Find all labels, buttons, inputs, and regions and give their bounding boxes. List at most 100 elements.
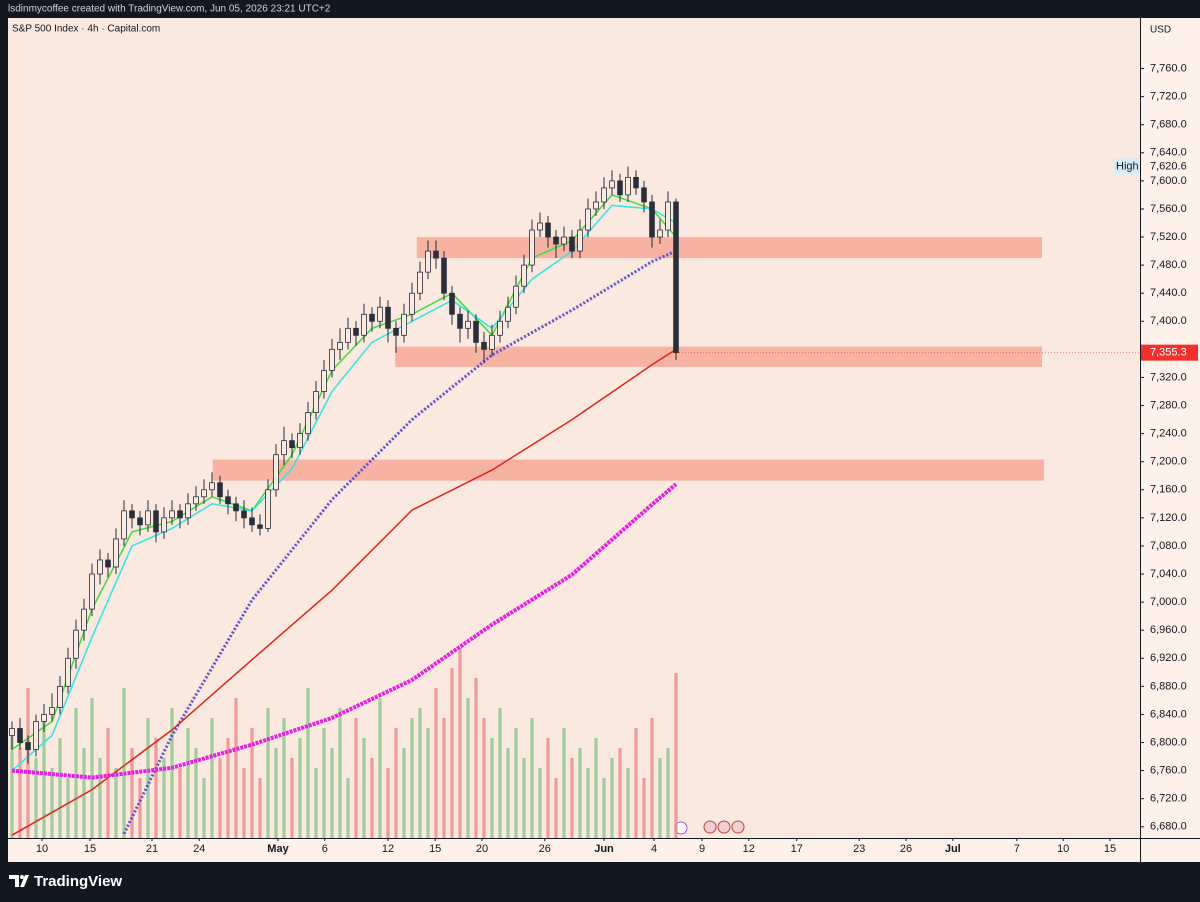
candle-body: [17, 728, 23, 743]
volume-bar: [114, 768, 118, 838]
candle-body: [209, 482, 215, 491]
candle-body: [25, 742, 31, 750]
candle-body: [161, 517, 167, 533]
x-tick-label: 9: [699, 843, 705, 855]
volume-bar: [626, 768, 630, 838]
volume-bar: [634, 728, 638, 838]
candle-body: [345, 327, 351, 343]
brand: TradingView: [34, 873, 122, 890]
candle-body: [553, 236, 559, 245]
high-value: 7,620.6: [1150, 160, 1187, 172]
x-tick-label: 20: [476, 843, 488, 855]
candle-body: [649, 201, 655, 238]
y-tick-label: 7,520.0: [1150, 231, 1187, 243]
volume-bar: [482, 718, 486, 838]
y-tick-label: 7,400.0: [1150, 315, 1187, 327]
volume-bar: [306, 688, 310, 838]
candle-body: [433, 250, 439, 259]
volume-bar: [74, 708, 78, 838]
volume-bar: [210, 718, 214, 838]
plot-area: [8, 18, 1140, 838]
candle-body: [249, 517, 255, 526]
y-tick-label: 6,760.0: [1150, 765, 1187, 777]
x-tick-label: Jun: [594, 843, 614, 855]
candle-body: [169, 510, 175, 519]
volume-bar: [410, 718, 414, 838]
candle-body: [441, 257, 447, 294]
logo: [9, 875, 29, 887]
volume-bar: [234, 698, 238, 838]
x-tick-label: 10: [36, 843, 48, 855]
volume-bar: [90, 698, 94, 838]
candle-body: [497, 320, 503, 336]
volume-bar: [346, 778, 350, 838]
volume-bar: [266, 708, 270, 838]
candle-body: [329, 348, 335, 371]
x-tick-label: Jul: [945, 843, 961, 855]
volume-bar: [578, 748, 582, 838]
candle-body: [105, 559, 111, 568]
x-tick-label: 12: [743, 843, 755, 855]
candle-body: [465, 320, 471, 329]
volume-bar: [42, 718, 46, 838]
y-tick-label: 6,720.0: [1150, 793, 1187, 805]
candle-body: [425, 250, 431, 273]
candle-body: [673, 201, 679, 354]
volume-bar: [82, 748, 86, 838]
volume-bar: [194, 748, 198, 838]
candle-body: [393, 327, 399, 336]
y-tick-label: 7,600.0: [1150, 175, 1187, 187]
volume-bar: [218, 758, 222, 838]
y-tick-label: 7,040.0: [1150, 568, 1187, 580]
volume-bar: [18, 748, 22, 838]
candle-body: [153, 510, 159, 533]
candle-body: [113, 538, 119, 568]
volume-bar: [618, 748, 622, 838]
candle-body: [313, 391, 319, 413]
candle-body: [369, 313, 375, 322]
candle-body: [513, 285, 519, 308]
volume-bar: [106, 728, 110, 838]
y-tick-label: 7,240.0: [1150, 428, 1187, 440]
y-tick-label: 7,280.0: [1150, 399, 1187, 411]
volume-bar: [666, 748, 670, 838]
candle-body: [577, 229, 583, 252]
icon: [731, 820, 745, 834]
candle-body: [409, 292, 415, 315]
volume-bar: [202, 778, 206, 838]
ma-line: [122, 249, 677, 835]
volume-bar: [226, 738, 230, 838]
volume-bar: [418, 708, 422, 838]
x-tick-label: 15: [84, 843, 96, 855]
volume-bar: [338, 708, 342, 838]
header: lsdinmycoffee created with TradingView.c…: [8, 4, 331, 15]
time-axis: [8, 838, 1200, 862]
volume-bar: [298, 738, 302, 838]
candle-body: [585, 208, 591, 231]
candle-body: [601, 187, 607, 203]
x-tick-label: 6: [322, 843, 328, 855]
volume-bar: [474, 678, 478, 838]
volume-bar: [458, 648, 462, 838]
volume-bar: [354, 718, 358, 838]
candle-body: [49, 707, 55, 715]
y-tick-label: 6,920.0: [1150, 652, 1187, 664]
y-tick-label: 7,080.0: [1150, 540, 1187, 552]
candle-body: [281, 440, 287, 456]
volume-bar: [642, 778, 646, 838]
candle-body: [521, 264, 527, 287]
logo-dot: [20, 875, 24, 879]
x-tick-label: 7: [1014, 843, 1020, 855]
volume-bar: [538, 768, 542, 838]
event-icons: [674, 820, 745, 835]
y-tick-label: 6,800.0: [1150, 736, 1187, 748]
candle-body: [641, 187, 647, 203]
candle-body: [569, 236, 575, 252]
y-tick-label: 7,560.0: [1150, 203, 1187, 215]
volume-bar: [122, 688, 126, 838]
zone: [212, 459, 1045, 481]
y-tick-label: 6,840.0: [1150, 708, 1187, 720]
volume-bar: [594, 738, 598, 838]
y-tick-label: 7,440.0: [1150, 287, 1187, 299]
